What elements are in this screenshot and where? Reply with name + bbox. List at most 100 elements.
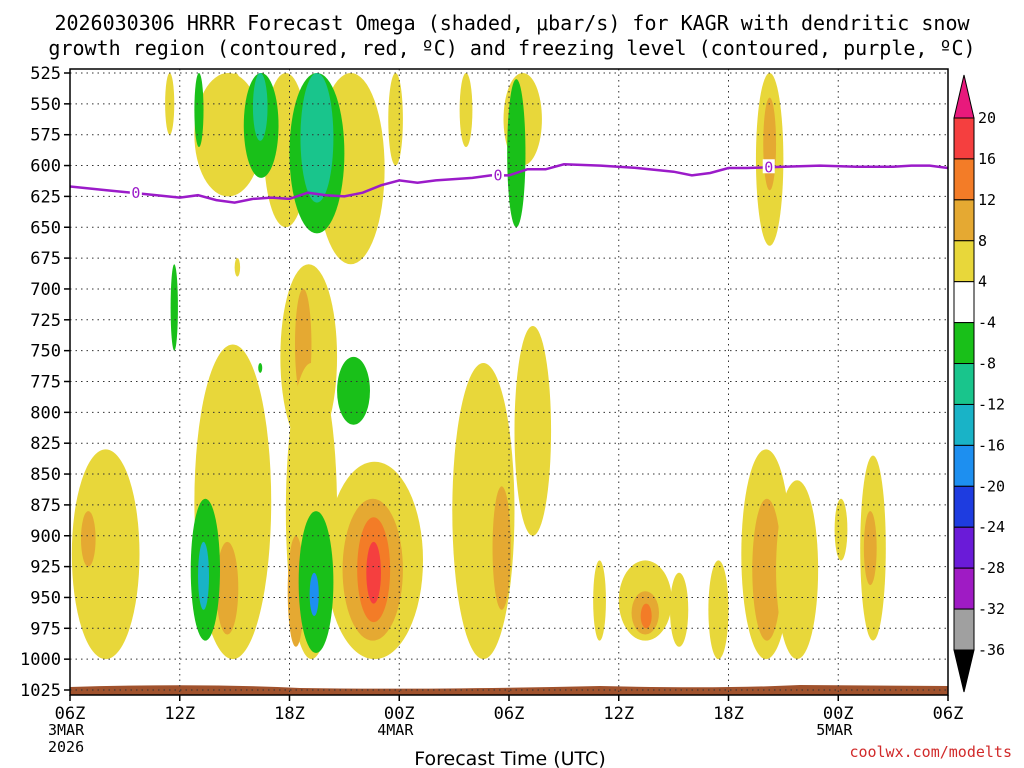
omega-region-37 xyxy=(492,486,511,610)
colorbar-segment-0 xyxy=(953,117,975,160)
colorbar-segment-1 xyxy=(953,158,975,201)
omega-region-25 xyxy=(71,449,140,660)
x-date-label-0: 3MAR xyxy=(48,721,85,739)
freezing-label-bg-1 xyxy=(492,167,505,182)
freezing-label-bg-2 xyxy=(762,159,775,174)
omega-region-21 xyxy=(337,356,370,425)
y-tick-label-1000: 1000 xyxy=(20,650,61,670)
x-tick-label-3: 00Z xyxy=(384,704,415,724)
credit-link[interactable]: coolwx.com/modelts xyxy=(849,743,1012,761)
omega-region-32 xyxy=(309,572,319,616)
colorbar-bottom-arrow xyxy=(953,649,975,693)
y-tick-label-950: 950 xyxy=(30,588,61,608)
y-tick-label-875: 875 xyxy=(30,496,61,516)
omega-region-17 xyxy=(258,362,263,373)
y-tick-label-825: 825 xyxy=(30,434,61,454)
omega-region-15 xyxy=(507,79,526,228)
x-axis-label: Forecast Time (UTC) xyxy=(414,748,605,768)
colorbar: 20 16 12 8 4 -4 -8 -12 -16 -20 -24 -28 -32 -36 xyxy=(953,74,1005,693)
freezing-level-contour: 0 0 0 xyxy=(70,158,948,204)
colorbar-label-6: -8 xyxy=(978,355,996,373)
colorbar-segment-10 xyxy=(953,526,975,569)
omega-region-1 xyxy=(194,73,263,197)
y-tick-label-750: 750 xyxy=(30,342,61,362)
freezing-level-label-0: 0 xyxy=(131,184,140,202)
colorbar-segment-3 xyxy=(953,240,975,283)
y-tick-label-1025: 1025 xyxy=(20,681,61,701)
omega-region-44 xyxy=(708,560,729,660)
pressure-axis: 525 550 575 600 625 650 675 700 725 750 775 800 825 8… xyxy=(20,64,70,701)
terrain-ground xyxy=(70,685,948,695)
colorbar-label-8: -16 xyxy=(978,436,1005,454)
x-year-label-0: 2026 xyxy=(48,738,84,756)
omega-region-38 xyxy=(514,325,552,536)
colorbar-segment-12 xyxy=(953,608,975,651)
colorbar-label-5: -4 xyxy=(978,314,996,332)
x-tick-label-8: 06Z xyxy=(933,704,964,724)
omega-region-18 xyxy=(234,258,241,277)
x-tick-label-1: 12Z xyxy=(164,704,195,724)
x-tick-label-4: 06Z xyxy=(494,704,525,724)
colorbar-label-9: -20 xyxy=(978,477,1005,495)
y-tick-label-775: 775 xyxy=(30,373,61,393)
ground-fill xyxy=(70,685,948,695)
colorbar-label-12: -32 xyxy=(978,600,1005,618)
omega-region-29 xyxy=(198,541,210,610)
freezing-label-bg-0 xyxy=(129,185,142,200)
chart-title-line-2: growth region (contoured, red, ºC) and f… xyxy=(48,36,975,60)
y-tick-label-550: 550 xyxy=(30,95,61,115)
omega-region-26 xyxy=(80,511,96,567)
y-tick-label-725: 725 xyxy=(30,311,61,331)
colorbar-top-arrow xyxy=(953,74,975,119)
x-date-label-3: 4MAR xyxy=(377,721,414,739)
colorbar-label-11: -28 xyxy=(978,559,1005,577)
y-tick-label-850: 850 xyxy=(30,465,61,485)
colorbar-label-10: -24 xyxy=(978,518,1005,536)
omega-region-50 xyxy=(863,511,877,586)
y-tick-label-975: 975 xyxy=(30,619,61,639)
colorbar-label-0: 20 xyxy=(978,109,996,127)
y-tick-label-525: 525 xyxy=(30,64,61,84)
omega-region-9 xyxy=(763,97,777,191)
colorbar-segment-8 xyxy=(953,444,975,487)
omega-region-10 xyxy=(194,73,204,148)
colorbar-segment-7 xyxy=(953,403,975,446)
x-tick-label-7: 00Z xyxy=(823,704,854,724)
colorbar-segment-6 xyxy=(953,363,975,405)
freezing-level-label-1: 0 xyxy=(494,166,503,184)
colorbar-segment-11 xyxy=(953,567,975,610)
omega-region-47 xyxy=(776,480,819,660)
colorbar-label-1: 16 xyxy=(978,150,996,168)
omega-region-42 xyxy=(640,603,652,629)
y-tick-label-625: 625 xyxy=(30,187,61,207)
omega-region-39 xyxy=(593,560,606,641)
colorbar-label-3: 8 xyxy=(978,232,987,250)
colorbar-label-7: -12 xyxy=(978,395,1005,413)
y-tick-label-650: 650 xyxy=(30,218,61,238)
x-tick-label-6: 18Z xyxy=(713,704,744,724)
colorbar-segment-4 xyxy=(953,281,975,324)
freezing-level-line xyxy=(70,163,948,204)
colorbar-label-4: 4 xyxy=(978,273,987,291)
y-tick-label-675: 675 xyxy=(30,249,61,269)
x-tick-label-2: 18Z xyxy=(274,704,305,724)
omega-region-14 xyxy=(300,73,334,203)
omega-region-35 xyxy=(366,541,381,604)
omega-region-5 xyxy=(388,73,403,166)
omega-region-46 xyxy=(752,498,782,641)
omega-region-43 xyxy=(669,572,689,647)
omega-region-48 xyxy=(834,498,848,561)
colorbar-label-2: 12 xyxy=(978,191,996,209)
y-tick-label-700: 700 xyxy=(30,280,61,300)
omega-region-27 xyxy=(216,541,239,635)
x-date-label-7: 5MAR xyxy=(816,721,853,739)
omega-region-12 xyxy=(252,73,268,141)
omega-region-2 xyxy=(227,73,244,154)
y-tick-label-900: 900 xyxy=(30,527,61,547)
colorbar-segment-5 xyxy=(953,322,975,365)
colorbar-segment-2 xyxy=(953,199,975,242)
freezing-level-label-2: 0 xyxy=(764,158,773,176)
x-tick-label-5: 12Z xyxy=(603,704,634,724)
